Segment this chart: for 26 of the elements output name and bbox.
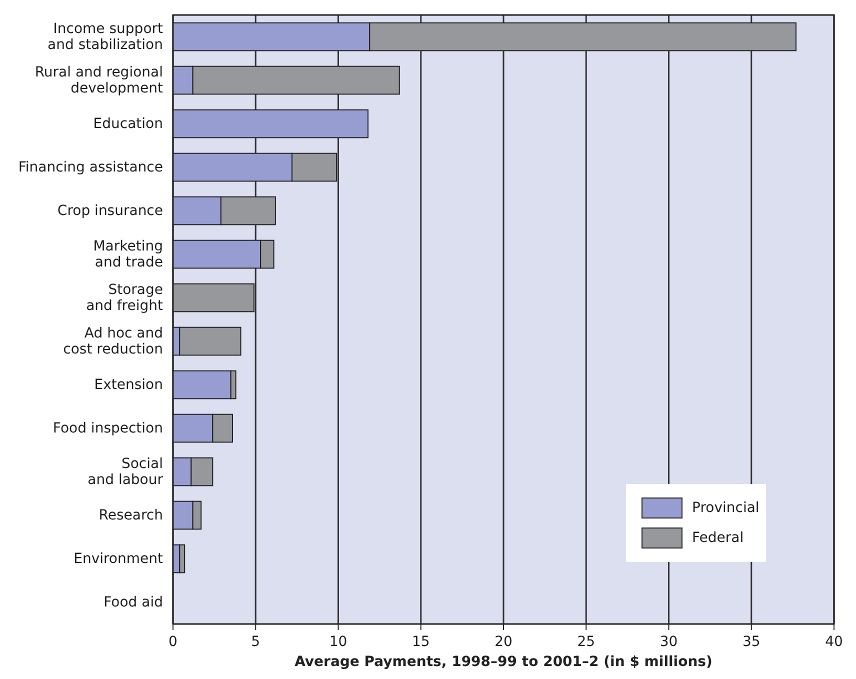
x-tick-label: 25	[577, 634, 596, 650]
y-tick-label: Education	[93, 116, 163, 132]
y-tick-label: Financing assistance	[18, 159, 163, 176]
y-tick-label: Research	[98, 507, 163, 524]
y-tick-label: Rural and regional development	[34, 64, 164, 96]
y-tick-label: Social and labour	[88, 456, 164, 488]
x-tick-label: 20	[494, 634, 512, 650]
x-tick-label: 10	[329, 634, 348, 650]
y-tick-label: Extension	[94, 376, 163, 393]
y-tick-label: Crop insurance	[57, 202, 163, 219]
y-tick-label: Food aid	[104, 594, 163, 610]
x-tick-label: 0	[168, 634, 178, 650]
x-axis-title: Average Payments, 1998–99 to 2001–2 (in $ millions)	[294, 654, 712, 670]
x-tick-label: 5	[251, 634, 260, 650]
y-tick-label: Storage and freight	[86, 282, 164, 314]
x-tick-label: 15	[412, 634, 430, 650]
y-tick-label: Ad hoc and cost reduction	[63, 325, 163, 358]
y-tick-label: Income support and stabilization	[48, 20, 164, 53]
y-tick-label: Environment	[74, 550, 164, 567]
legend-label: Federal	[692, 530, 744, 546]
legend-label: Provincial	[692, 500, 760, 516]
y-tick-label: Food inspection	[52, 420, 163, 436]
x-tick-label: 40	[825, 634, 843, 650]
x-tick-label: 35	[742, 634, 760, 650]
y-tick-label: Marketing and trade	[93, 238, 163, 270]
x-tick-label: 30	[660, 634, 678, 650]
